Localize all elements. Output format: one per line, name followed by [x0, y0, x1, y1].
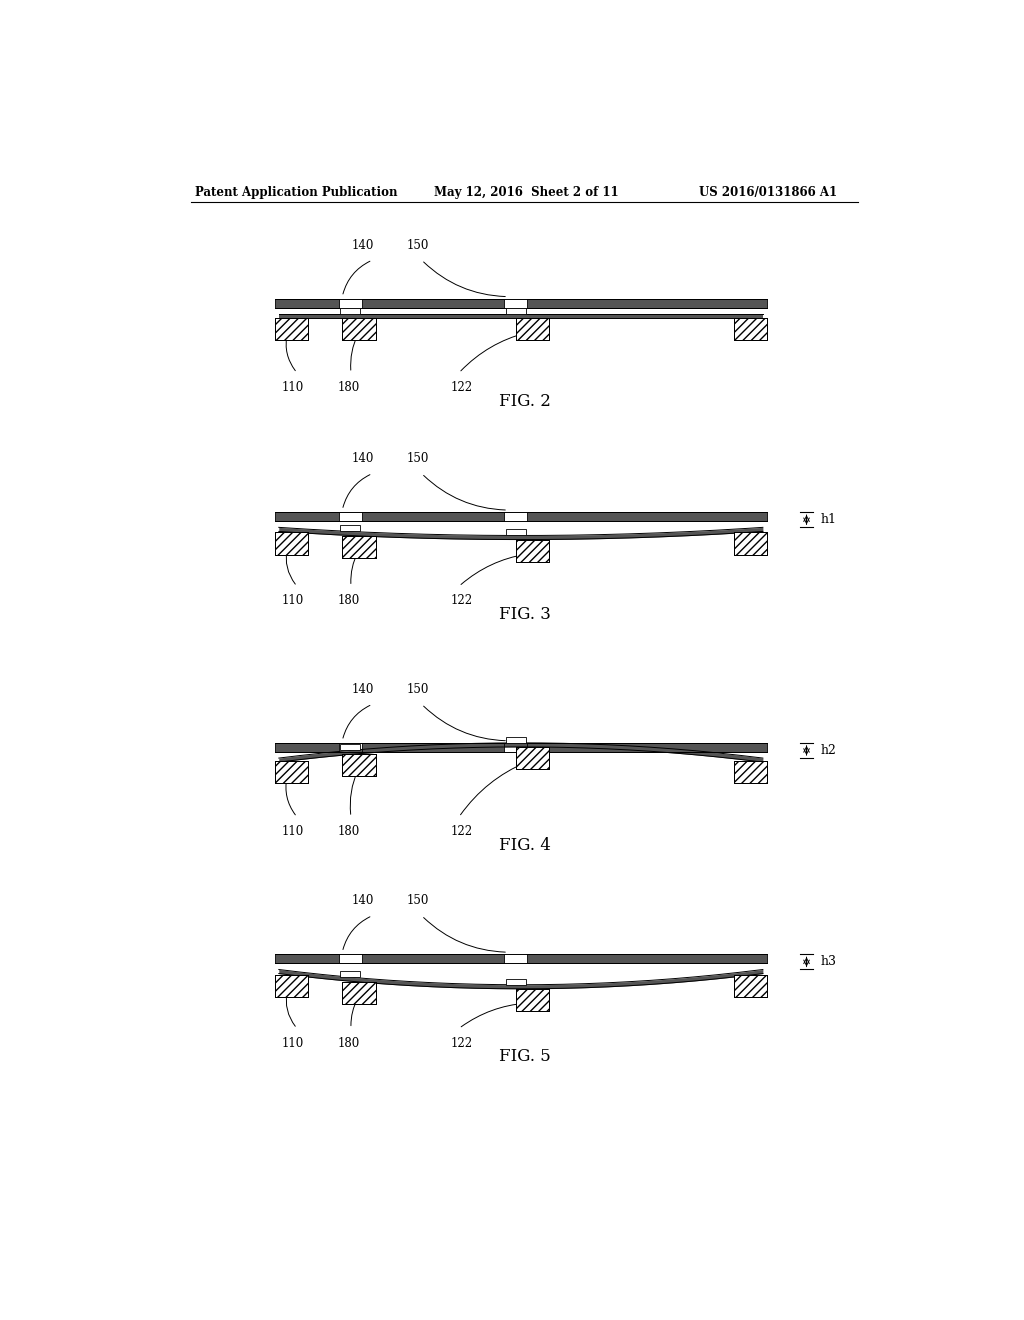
FancyBboxPatch shape — [274, 512, 339, 521]
Bar — [274, 532, 308, 554]
FancyBboxPatch shape — [361, 954, 505, 964]
FancyBboxPatch shape — [527, 298, 767, 308]
Bar — [733, 318, 767, 341]
Bar — [342, 318, 376, 341]
Text: 122: 122 — [451, 1036, 472, 1049]
FancyBboxPatch shape — [361, 512, 505, 521]
Bar — [516, 540, 549, 562]
Bar — [342, 754, 376, 776]
Bar — [506, 308, 526, 314]
Text: FIG. 3: FIG. 3 — [499, 606, 551, 623]
Bar — [340, 308, 360, 314]
Text: FIG. 4: FIG. 4 — [499, 837, 551, 854]
Text: 110: 110 — [282, 1036, 304, 1049]
Text: 122: 122 — [451, 825, 472, 838]
Text: 122: 122 — [451, 594, 472, 607]
Bar — [516, 747, 549, 770]
Text: 180: 180 — [338, 381, 359, 393]
Bar — [340, 744, 360, 750]
Bar — [516, 989, 549, 1011]
FancyBboxPatch shape — [527, 954, 767, 964]
Text: 180: 180 — [338, 1036, 359, 1049]
Bar — [274, 318, 308, 341]
Text: 140: 140 — [351, 239, 374, 252]
Bar — [342, 318, 376, 341]
FancyBboxPatch shape — [274, 954, 339, 964]
Bar — [506, 529, 526, 536]
Text: 122: 122 — [451, 381, 472, 393]
Bar — [733, 975, 767, 998]
Text: 150: 150 — [407, 453, 429, 466]
FancyBboxPatch shape — [274, 298, 339, 308]
Bar — [516, 318, 549, 341]
Text: h1: h1 — [821, 513, 837, 527]
Text: FIG. 2: FIG. 2 — [499, 393, 551, 409]
Bar — [733, 760, 767, 783]
Bar — [506, 737, 526, 743]
Bar — [342, 982, 376, 1005]
Text: 150: 150 — [407, 682, 429, 696]
Text: 140: 140 — [351, 895, 374, 907]
Bar — [506, 978, 526, 985]
FancyBboxPatch shape — [527, 743, 767, 752]
Text: h2: h2 — [821, 744, 837, 756]
Bar — [340, 972, 360, 977]
Text: 110: 110 — [282, 381, 304, 393]
FancyBboxPatch shape — [274, 743, 339, 752]
Text: 180: 180 — [338, 825, 359, 838]
FancyBboxPatch shape — [527, 512, 767, 521]
FancyBboxPatch shape — [361, 743, 505, 752]
Text: 150: 150 — [407, 895, 429, 907]
Bar — [516, 747, 549, 770]
Bar — [342, 536, 376, 558]
Bar — [342, 754, 376, 776]
Bar — [274, 532, 308, 554]
Bar — [733, 760, 767, 783]
Text: 110: 110 — [282, 825, 304, 838]
Text: May 12, 2016  Sheet 2 of 11: May 12, 2016 Sheet 2 of 11 — [433, 186, 618, 199]
Text: 180: 180 — [338, 594, 359, 607]
Bar — [274, 760, 308, 783]
Bar — [733, 532, 767, 554]
Bar — [516, 318, 549, 341]
Text: FIG. 5: FIG. 5 — [499, 1048, 551, 1065]
Bar — [274, 318, 308, 341]
Bar — [733, 532, 767, 554]
Text: Patent Application Publication: Patent Application Publication — [196, 186, 398, 199]
Bar — [274, 760, 308, 783]
Bar — [733, 975, 767, 998]
Bar — [516, 540, 549, 562]
Text: 150: 150 — [407, 239, 429, 252]
Text: US 2016/0131866 A1: US 2016/0131866 A1 — [699, 186, 838, 199]
Text: 140: 140 — [351, 682, 374, 696]
Bar — [516, 989, 549, 1011]
Bar — [274, 975, 308, 998]
FancyBboxPatch shape — [361, 298, 505, 308]
Text: 140: 140 — [351, 453, 374, 466]
Text: h3: h3 — [821, 956, 837, 969]
Bar — [340, 525, 360, 532]
Bar — [342, 982, 376, 1005]
Bar — [733, 318, 767, 341]
Bar — [342, 536, 376, 558]
Bar — [274, 975, 308, 998]
Text: 110: 110 — [282, 594, 304, 607]
